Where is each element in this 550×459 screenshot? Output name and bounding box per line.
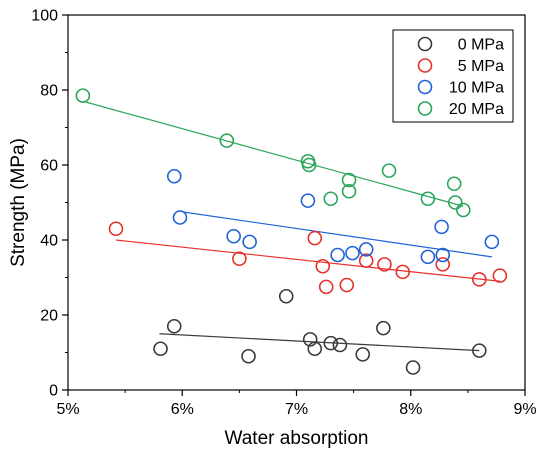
point-5-mpa xyxy=(395,264,411,280)
legend-marker xyxy=(417,58,433,73)
point-10-mpa xyxy=(435,247,451,263)
point-0-mpa xyxy=(307,341,323,357)
point-10-mpa xyxy=(226,228,241,244)
point-0-mpa xyxy=(302,332,318,347)
y-axis-label: Strength (MPa) xyxy=(8,138,29,267)
data-points xyxy=(75,88,508,375)
point-5-mpa xyxy=(232,251,247,267)
point-20-mpa xyxy=(456,202,471,218)
x-tick-label: 6% xyxy=(171,401,194,418)
axes: 5% 6% 7% 8% 9% 0 20 40 60 80 100 xyxy=(31,8,536,419)
x-tick-label: 7% xyxy=(285,401,308,418)
y-tick-label: 40 xyxy=(40,233,58,250)
point-20-mpa xyxy=(448,195,463,210)
x-tick-label: 9% xyxy=(513,401,536,418)
y-tick-label: 20 xyxy=(40,308,58,325)
legend-marker xyxy=(417,79,433,95)
legend-label: 0 MPa xyxy=(458,37,504,54)
point-5-mpa xyxy=(307,230,323,246)
point-0-mpa xyxy=(355,347,371,362)
point-0-mpa xyxy=(278,288,294,304)
point-20-mpa xyxy=(381,163,397,178)
x-axis-label: Water absorption xyxy=(225,428,369,449)
y-tick-label: 0 xyxy=(49,383,58,400)
point-0-mpa xyxy=(376,320,391,336)
legend-label: 20 MPa xyxy=(449,101,504,118)
point-5-mpa xyxy=(318,279,334,295)
fit-line-10-mpa xyxy=(182,211,492,258)
point-0-mpa xyxy=(332,337,348,353)
legend-label: 5 MPa xyxy=(458,58,504,75)
point-5-mpa xyxy=(358,253,374,268)
point-5-mpa xyxy=(377,257,392,272)
point-20-mpa xyxy=(219,133,235,148)
y-tick-label: 60 xyxy=(40,158,58,175)
legend-marker xyxy=(417,101,433,116)
point-5-mpa xyxy=(492,268,508,283)
y-tick-label: 80 xyxy=(40,83,58,100)
point-10-mpa xyxy=(330,247,345,263)
legend: 0 MPa 5 MPa 10 MPa 20 MPa xyxy=(392,29,514,123)
legend-marker xyxy=(417,36,433,52)
point-10-mpa xyxy=(166,168,182,184)
point-20-mpa xyxy=(420,191,436,207)
point-10-mpa xyxy=(345,245,360,261)
point-20-mpa xyxy=(75,88,91,103)
point-5-mpa xyxy=(471,272,487,287)
point-0-mpa xyxy=(166,318,182,334)
x-tick-label: 5% xyxy=(56,401,79,418)
point-0-mpa xyxy=(153,341,168,357)
point-10-mpa xyxy=(358,242,374,257)
point-5-mpa xyxy=(339,277,355,293)
point-5-mpa xyxy=(435,257,451,272)
point-0-mpa xyxy=(471,343,487,358)
point-10-mpa xyxy=(242,234,257,250)
point-10-mpa xyxy=(420,249,436,265)
point-5-mpa xyxy=(108,221,124,237)
fit-lines xyxy=(82,100,500,352)
fit-line-5-mpa xyxy=(115,239,500,282)
point-5-mpa xyxy=(315,258,331,274)
point-20-mpa xyxy=(446,176,462,192)
point-10-mpa xyxy=(484,234,500,250)
point-0-mpa xyxy=(241,348,256,364)
point-20-mpa xyxy=(341,172,357,188)
point-10-mpa xyxy=(300,193,316,208)
y-tick-label: 100 xyxy=(31,8,58,25)
point-20-mpa xyxy=(323,191,339,207)
fit-line-20-mpa xyxy=(82,100,464,207)
legend-box xyxy=(392,29,514,123)
legend-label: 10 MPa xyxy=(449,80,504,97)
point-0-mpa xyxy=(405,360,421,375)
point-20-mpa xyxy=(301,157,317,173)
point-0-mpa xyxy=(323,335,339,351)
point-20-mpa xyxy=(341,183,357,199)
point-10-mpa xyxy=(172,210,188,225)
x-tick-label: 8% xyxy=(399,401,422,418)
fit-line-0-mpa xyxy=(159,333,480,352)
point-10-mpa xyxy=(434,219,449,235)
